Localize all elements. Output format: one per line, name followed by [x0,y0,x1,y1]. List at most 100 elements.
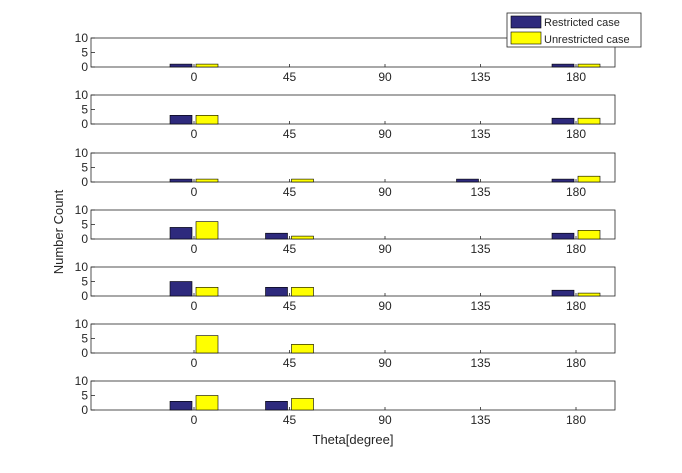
x-tick-label: 135 [470,299,490,313]
y-tick-label: 5 [81,275,88,289]
bar-restricted [265,232,288,240]
x-tick-label: 45 [283,127,297,141]
legend: Restricted case Unrestricted case [506,12,642,48]
x-tick-label: 90 [378,413,392,427]
x-tick-label: 45 [283,70,297,84]
bar-unrestricted [195,395,219,411]
bar-unrestricted [291,235,314,240]
x-tick-label: 45 [283,413,297,427]
bar-unrestricted [291,286,314,297]
y-tick-label: 0 [81,403,88,417]
bar-unrestricted [577,117,601,125]
y-tick-label: 10 [75,260,89,274]
y-tick-label: 10 [75,146,89,160]
legend-swatch-restricted [510,15,542,29]
bar-unrestricted [577,175,601,183]
legend-label-restricted: Restricted case [544,17,620,29]
x-tick-label: 0 [191,299,198,313]
bar-restricted [169,400,193,411]
y-axis-label: Number Count [51,189,66,274]
y-tick-label: 5 [81,161,88,175]
bar-unrestricted [577,230,601,240]
y-tick-label: 0 [81,232,88,246]
x-tick-label: 0 [191,242,198,256]
y-tick-label: 10 [75,374,89,388]
bar-unrestricted [291,178,314,183]
bar-restricted [265,286,288,297]
bar-restricted [169,63,193,68]
y-tick-label: 5 [81,389,88,403]
x-tick-label: 135 [470,413,490,427]
bar-unrestricted [291,343,314,354]
x-tick-label: 135 [470,70,490,84]
y-tick-label: 0 [81,346,88,360]
bar-unrestricted [195,221,219,240]
x-tick-label: 45 [283,299,297,313]
bar-unrestricted [195,115,219,125]
x-tick-label: 180 [566,127,586,141]
x-tick-label: 180 [566,413,586,427]
y-tick-label: 0 [81,117,88,131]
y-tick-label: 5 [81,218,88,232]
y-tick-label: 10 [75,203,89,217]
bar-unrestricted [195,178,219,183]
x-tick-label: 0 [191,70,198,84]
x-tick-label: 45 [283,356,297,370]
y-tick-label: 0 [81,289,88,303]
bar-restricted [169,178,193,183]
x-tick-label: 180 [566,299,586,313]
x-tick-label: 45 [283,242,297,256]
x-tick-label: 0 [191,185,198,199]
bar-unrestricted [195,286,219,297]
bar-restricted [551,178,575,183]
x-tick-label: 0 [191,127,198,141]
legend-swatch-unrestricted [510,31,542,45]
x-tick-label: 135 [470,127,490,141]
bar-restricted [551,289,575,297]
x-tick-label: 90 [378,127,392,141]
bar-restricted [551,232,575,240]
bar-restricted [169,115,193,125]
bar-restricted [551,63,575,68]
x-tick-label: 0 [191,413,198,427]
bar-unrestricted [291,398,314,411]
x-tick-label: 180 [566,185,586,199]
bar-restricted [169,227,193,240]
y-tick-label: 10 [75,88,89,102]
bar-restricted [265,400,288,411]
bar-restricted [169,281,193,297]
x-tick-label: 45 [283,185,297,199]
legend-label-unrestricted: Unrestricted case [544,34,630,46]
x-tick-label: 90 [378,185,392,199]
y-tick-label: 0 [81,60,88,74]
x-tick-label: 135 [470,185,490,199]
y-tick-label: 10 [75,317,89,331]
x-tick-label: 90 [378,70,392,84]
x-tick-label: 90 [378,356,392,370]
x-tick-label: 180 [566,356,586,370]
x-tick-label: 180 [566,70,586,84]
bar-restricted [456,178,479,183]
x-axis-label: Theta[degree] [313,432,394,447]
x-tick-label: 90 [378,242,392,256]
x-tick-label: 180 [566,242,586,256]
y-tick-label: 5 [81,103,88,117]
bar-restricted [551,117,575,125]
x-tick-label: 135 [470,356,490,370]
bar-unrestricted [577,63,601,68]
x-tick-label: 0 [191,356,198,370]
x-tick-label: 90 [378,299,392,313]
bar-unrestricted [577,292,601,297]
bar-unrestricted [195,63,219,68]
y-tick-label: 5 [81,46,88,60]
bar-unrestricted [195,335,219,354]
